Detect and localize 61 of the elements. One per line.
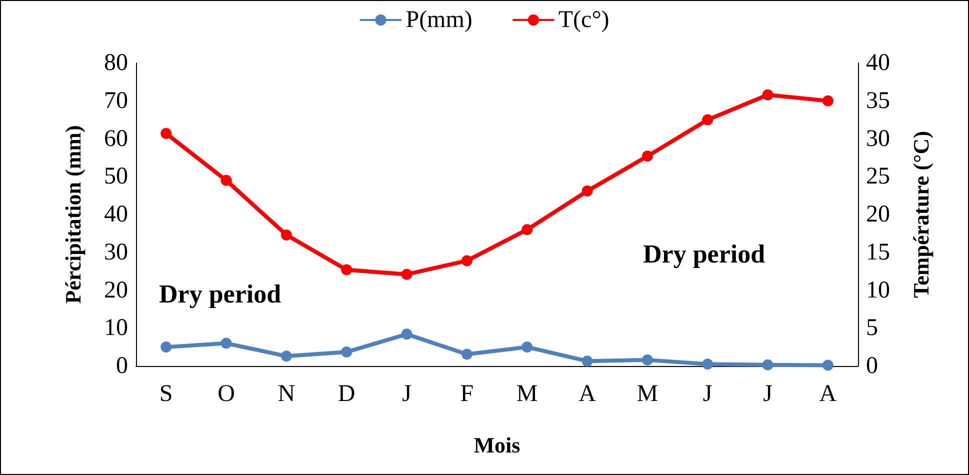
y-tick-label: 80 xyxy=(104,50,128,76)
x-tick-label: M xyxy=(636,381,658,407)
y-tick-label: 0 xyxy=(116,353,128,379)
point xyxy=(461,348,472,360)
point xyxy=(642,354,653,366)
y2-tick-label: 10 xyxy=(866,277,890,304)
y2-tick-label: 20 xyxy=(866,202,890,228)
y2-tick-label: 0 xyxy=(866,353,878,379)
y2-axis-title: Température (°C) xyxy=(908,130,934,298)
y2-tick-label: 15 xyxy=(866,239,890,266)
annotation: Dry period xyxy=(643,240,766,268)
y-tick-label: 50 xyxy=(104,164,128,190)
point xyxy=(401,268,412,280)
y2-tick-label: 5 xyxy=(866,315,878,342)
point xyxy=(822,360,834,371)
point xyxy=(280,229,292,240)
point xyxy=(702,358,714,370)
x-tick-label: M xyxy=(516,381,538,407)
x-tick-label: J xyxy=(763,381,772,407)
point xyxy=(220,174,232,186)
point xyxy=(461,255,472,266)
x-tick-label: A xyxy=(578,381,597,407)
point xyxy=(582,186,593,197)
point xyxy=(280,350,292,362)
point xyxy=(822,95,834,106)
point xyxy=(341,346,352,358)
y-tick-label: 10 xyxy=(104,315,128,342)
x-tick-label: J xyxy=(702,381,712,407)
y-tick-label: 20 xyxy=(104,277,128,304)
point xyxy=(522,224,533,236)
x-tick-label: D xyxy=(338,381,356,407)
point xyxy=(582,356,593,367)
x-tick-label: J xyxy=(402,381,412,407)
point xyxy=(160,128,172,139)
y2-tick-label: 30 xyxy=(866,126,890,152)
point xyxy=(762,359,774,370)
point xyxy=(401,328,412,340)
y-tick-label: 40 xyxy=(104,202,128,228)
annotation: Dry period xyxy=(159,280,282,308)
legend-label: P(mm) xyxy=(406,7,472,33)
y-axis-title: Pércipitation (mm) xyxy=(60,125,86,304)
point xyxy=(642,150,653,162)
point xyxy=(762,89,774,100)
y2-tick-label: 25 xyxy=(866,164,890,190)
x-tick-label: O xyxy=(218,381,235,407)
y2-tick-label: 40 xyxy=(866,50,890,76)
y2-tick-label: 35 xyxy=(866,88,890,114)
x-tick-label: A xyxy=(819,381,838,407)
legend-label: T(c°) xyxy=(558,7,610,33)
x-tick-label: S xyxy=(159,381,173,407)
point xyxy=(702,114,714,126)
point xyxy=(341,264,352,276)
point xyxy=(522,342,533,353)
y-tick-label: 60 xyxy=(104,126,128,152)
x-tick-label: N xyxy=(278,381,296,407)
x-axis-title: Mois xyxy=(474,432,521,458)
point xyxy=(160,342,172,353)
point xyxy=(220,338,232,349)
y-tick-label: 30 xyxy=(104,239,128,266)
x-tick-label: F xyxy=(460,381,474,407)
y-tick-label: 70 xyxy=(104,88,128,114)
